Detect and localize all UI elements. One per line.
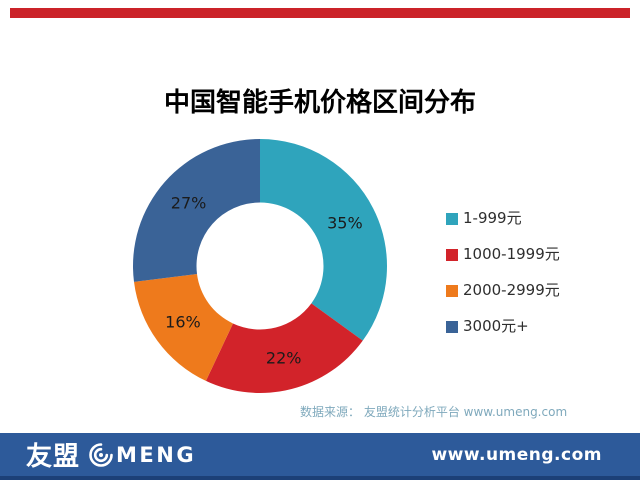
logo-chinese-text: 友盟 [26,442,81,472]
slice-label-2: 16% [165,312,201,332]
donut-slice-2 [134,273,233,381]
legend-swatch-2 [446,284,458,297]
legend-swatch-0 [446,212,458,225]
legend-swatch-1 [446,248,458,261]
legend-label-1: 1000-1999元 [463,245,560,263]
donut-slice-0 [260,139,387,341]
donut-chart: 35% 22% 16% 27% [132,138,388,394]
legend-item-1: 1000-1999元 [446,247,560,262]
footer-url: www.umeng.com [431,444,602,465]
donut-slice-1 [205,303,363,393]
slice-label-1: 22% [265,348,302,368]
umeng-logo: 友盟 MENG [26,436,196,473]
donut-slice-3 [133,139,260,282]
legend-label-0: 1-999元 [463,209,522,227]
footer-bar: 友盟 MENG www.umeng.com [0,433,640,480]
chart-legend: 1-999元 1000-1999元 2000-2999元 3000元+ [446,211,560,355]
logo-english-text: MENG [116,442,197,467]
slice-label-3: 27% [170,193,207,213]
legend-label-3: 3000元+ [463,317,529,335]
legend-item-0: 1-999元 [446,211,560,226]
donut-svg [133,139,387,393]
legend-swatch-3 [446,320,458,333]
slice-label-0: 35% [327,213,363,233]
legend-label-2: 2000-2999元 [463,281,560,299]
source-note: 数据来源： 友盟统计分析平台 www.umeng.com [300,405,568,419]
umeng-spiral-icon [89,442,113,467]
legend-item-2: 2000-2999元 [446,283,560,298]
legend-item-3: 3000元+ [446,319,560,334]
chart-title: 中国智能手机价格区间分布 [163,88,476,119]
top-accent-bar [10,8,630,18]
